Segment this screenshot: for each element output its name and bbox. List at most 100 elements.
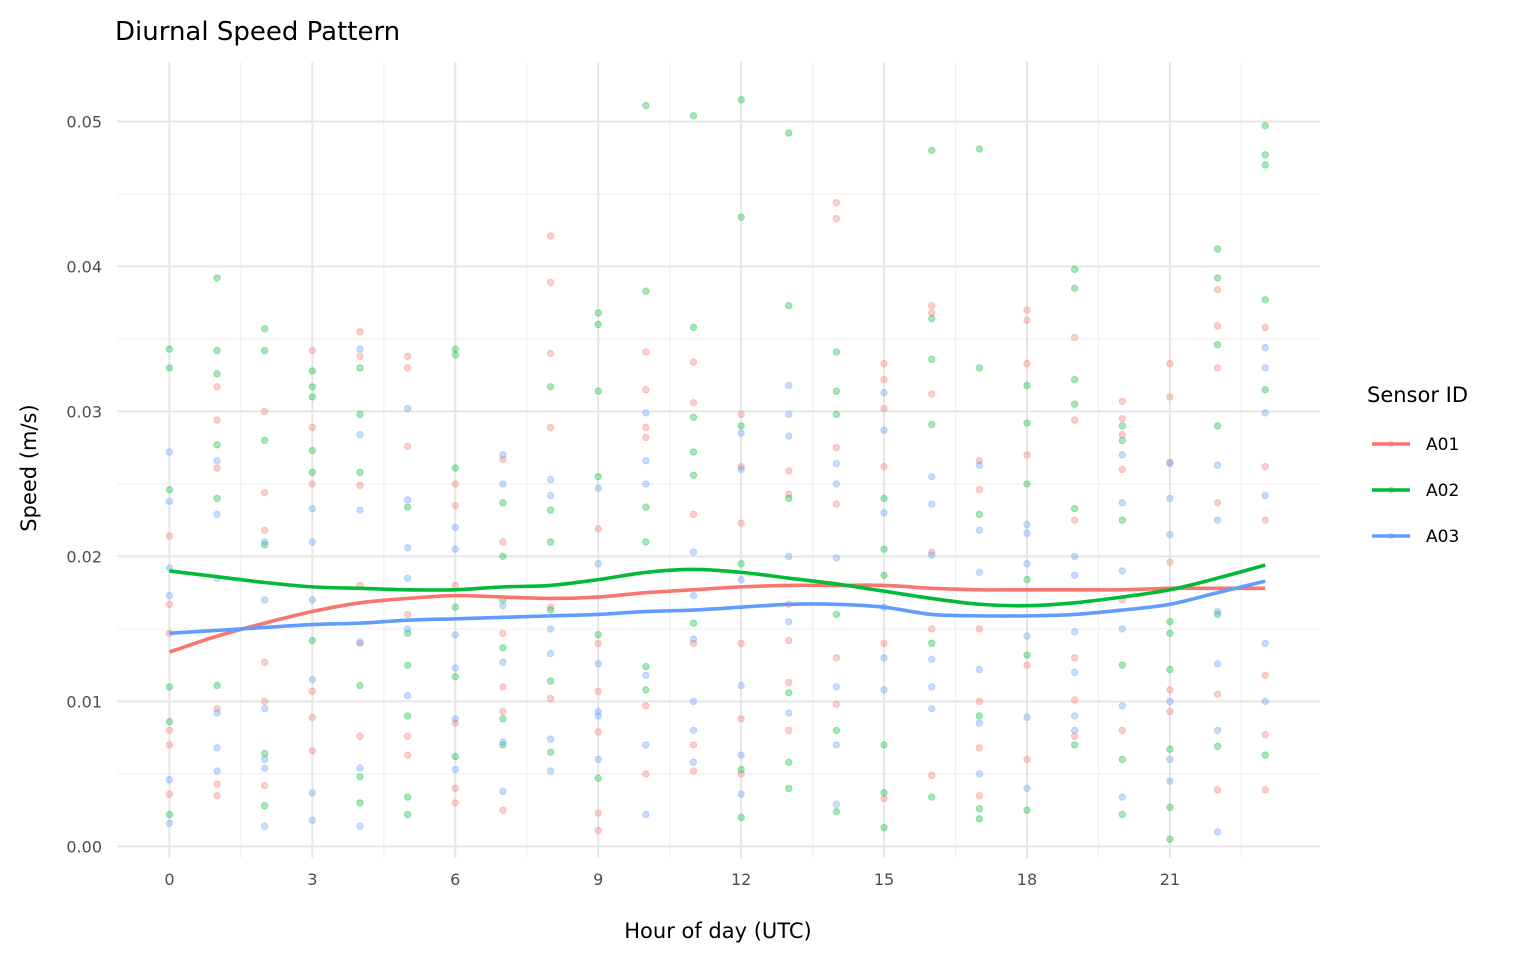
data-point-a01 [975, 697, 984, 706]
data-point-a02 [880, 789, 888, 797]
data-point-a03 [880, 388, 888, 397]
data-point-a01 [1261, 516, 1269, 524]
data-point-a01 [1118, 397, 1126, 405]
data-point-a01 [737, 715, 745, 723]
data-point-a01 [451, 784, 459, 793]
data-point-a02 [785, 301, 793, 310]
data-point-a01 [546, 603, 555, 611]
data-point-a02 [1070, 284, 1079, 292]
data-point-a03 [260, 764, 269, 772]
data-point-a03 [499, 480, 507, 488]
data-point-a01 [1023, 316, 1031, 324]
data-point-a01 [1023, 661, 1031, 669]
data-point-a01 [403, 732, 412, 740]
data-point-a03 [642, 671, 650, 680]
data-point-a01 [928, 309, 936, 317]
data-point-a03 [499, 658, 507, 666]
data-point-a01 [356, 352, 364, 361]
data-point-a01 [356, 639, 364, 648]
data-point-a01 [546, 232, 555, 240]
data-point-a02 [975, 805, 984, 813]
data-point-a02 [356, 799, 364, 807]
data-point-a03 [975, 770, 984, 778]
data-point-a02 [403, 503, 412, 511]
x-tick-label: 0 [164, 870, 174, 889]
data-point-a03 [356, 822, 364, 830]
data-point-a01 [689, 639, 698, 648]
data-point-a03 [403, 496, 412, 504]
data-point-a02 [1118, 755, 1126, 764]
data-point-a01 [1213, 285, 1222, 294]
legend-key-point [1387, 440, 1395, 448]
data-point-a02 [356, 364, 364, 372]
data-point-a01 [1261, 462, 1269, 471]
data-point-a02 [785, 494, 793, 503]
smooth-line-a03 [169, 579, 1266, 636]
data-point-a01 [785, 467, 793, 475]
data-point-a02 [356, 681, 364, 690]
data-point-a03 [1166, 755, 1174, 764]
data-point-a03 [689, 635, 698, 643]
data-point-a01 [1166, 393, 1174, 401]
data-point-a03 [1070, 726, 1079, 735]
data-point-a03 [975, 665, 984, 674]
data-point-a02 [451, 673, 459, 681]
data-point-a03 [594, 712, 602, 720]
data-point-a01 [832, 500, 841, 508]
y-axis-title: Speed (m/s) [17, 404, 41, 531]
data-point-a01 [832, 700, 841, 709]
data-point-a01 [213, 464, 221, 472]
data-point-a02 [499, 741, 507, 749]
x-tick-label: 18 [1017, 870, 1037, 889]
data-point-a02 [356, 410, 364, 419]
data-point-a02 [451, 351, 459, 359]
data-point-a03 [1261, 697, 1269, 706]
data-point-a01 [499, 538, 507, 546]
data-point-a02 [546, 606, 555, 614]
data-point-a02 [308, 383, 317, 391]
legend-key-point [1387, 532, 1395, 540]
data-point-a02 [832, 410, 841, 419]
data-point-a02 [499, 499, 507, 507]
data-point-a01 [785, 726, 793, 735]
data-point-a01 [975, 791, 984, 800]
data-point-a03 [499, 787, 507, 796]
data-point-a01 [689, 399, 698, 407]
data-point-a01 [689, 741, 698, 749]
scatter-points [165, 95, 1269, 843]
data-point-a01 [689, 510, 698, 519]
data-point-a03 [785, 410, 793, 419]
data-point-a02 [308, 636, 317, 645]
data-point-a01 [260, 488, 269, 497]
data-point-a02 [356, 773, 364, 781]
data-point-a02 [1166, 803, 1174, 811]
data-point-a03 [308, 596, 317, 604]
data-point-a03 [642, 810, 650, 819]
data-point-a03 [1261, 343, 1269, 352]
data-point-a03 [975, 461, 984, 469]
data-point-a02 [260, 749, 269, 758]
data-point-a02 [499, 644, 507, 652]
data-point-a02 [975, 510, 984, 519]
data-point-a01 [546, 694, 555, 703]
data-point-a03 [260, 596, 269, 604]
data-point-a01 [213, 704, 221, 713]
data-point-a01 [403, 610, 412, 619]
data-point-a03 [546, 491, 555, 500]
data-point-a02 [451, 345, 459, 353]
data-point-a03 [451, 765, 459, 774]
data-point-a03 [689, 726, 698, 735]
data-point-a01 [1070, 516, 1079, 524]
data-point-a03 [689, 697, 698, 706]
data-point-a03 [1213, 607, 1222, 616]
data-point-a03 [499, 602, 507, 610]
data-point-a02 [546, 748, 555, 756]
data-point-a03 [546, 649, 555, 658]
data-point-a02 [213, 370, 221, 378]
data-point-a01 [785, 678, 793, 687]
data-point-a02 [880, 494, 888, 503]
data-point-a01 [356, 481, 364, 490]
data-point-a01 [1213, 786, 1222, 794]
data-point-a01 [451, 501, 459, 510]
data-point-a03 [642, 457, 650, 465]
